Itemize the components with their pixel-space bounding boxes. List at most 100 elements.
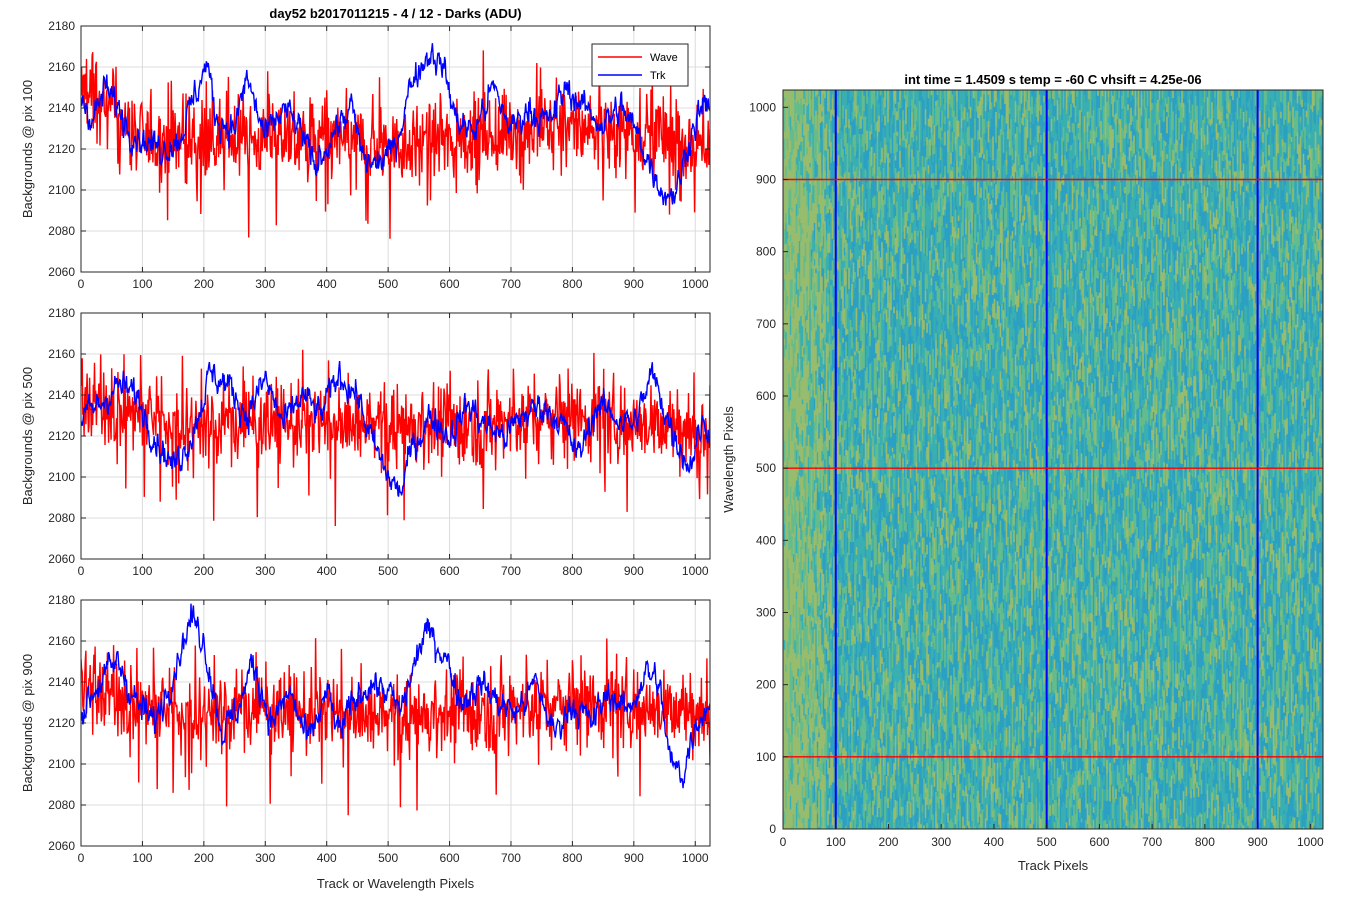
x-tick-label: 1000 bbox=[682, 851, 709, 865]
x-tick-label: 600 bbox=[440, 851, 460, 865]
x-tick-label: 0 bbox=[78, 277, 85, 291]
x-tick-label: 800 bbox=[562, 851, 582, 865]
y-tick-label: 2160 bbox=[48, 634, 75, 648]
y-tick-label: 2060 bbox=[48, 552, 75, 566]
heatmap-panel: 0 100 200 300 400 500 600 700 800 900 1000 0 100 200 3… bbox=[721, 72, 1324, 873]
y-tick-label: 2180 bbox=[48, 306, 75, 320]
y-tick-label: 100 bbox=[756, 750, 776, 764]
x-tick-label: 100 bbox=[132, 851, 152, 865]
y-tick-label: 500 bbox=[756, 461, 776, 475]
x-tick-label: 800 bbox=[562, 277, 582, 291]
x-tick-label: 500 bbox=[378, 277, 398, 291]
y-tick-label: 600 bbox=[756, 389, 776, 403]
x-tick-label: 800 bbox=[562, 564, 582, 578]
x-tick-label: 500 bbox=[378, 851, 398, 865]
x-tick-label: 900 bbox=[624, 851, 644, 865]
y-tick-label: 200 bbox=[756, 678, 776, 692]
y-tick-label: 2080 bbox=[48, 224, 75, 238]
heatmap-title: int time = 1.4509 s temp = -60 C vhsift … bbox=[904, 72, 1201, 87]
x-tick-label: 0 bbox=[78, 564, 85, 578]
legend-label-wave: Wave bbox=[650, 52, 678, 64]
x-tick-label: 0 bbox=[78, 851, 85, 865]
y-tick-label: 2180 bbox=[48, 19, 75, 33]
x-tick-label: 900 bbox=[624, 277, 644, 291]
y-tick-label: 2100 bbox=[48, 470, 75, 484]
x-tick-label: 600 bbox=[440, 277, 460, 291]
x-tick-label: 400 bbox=[317, 564, 337, 578]
x-tick-label: 600 bbox=[1089, 835, 1109, 849]
y-tick-label: 2160 bbox=[48, 347, 75, 361]
y-tick-label: 1000 bbox=[749, 100, 776, 114]
x-tick-label: 500 bbox=[378, 564, 398, 578]
x-tick-label: 700 bbox=[1142, 835, 1162, 849]
y-tick-label: 2060 bbox=[48, 839, 75, 853]
y-tick-label: 2160 bbox=[48, 60, 75, 74]
x-tick-label: 300 bbox=[255, 277, 275, 291]
y-axis-label: Backgrounds @ pix 900 bbox=[20, 654, 35, 792]
y-tick-label: 2100 bbox=[48, 183, 75, 197]
x-tick-label: 1000 bbox=[682, 564, 709, 578]
x-tick-label: 200 bbox=[194, 851, 214, 865]
y-axis-label: Wavelength Pixels bbox=[721, 406, 736, 513]
y-tick-label: 2060 bbox=[48, 265, 75, 279]
x-tick-label: 1000 bbox=[1297, 835, 1324, 849]
line-chart-panel-1: 0 100 200 300 400 500 600 700 800 900 1000 2060 2080… bbox=[20, 6, 711, 291]
y-tick-label: 300 bbox=[756, 605, 776, 619]
heatmap-cells bbox=[783, 90, 1323, 829]
y-tick-label: 800 bbox=[756, 245, 776, 259]
series-line-trk bbox=[81, 603, 710, 789]
x-tick-label: 100 bbox=[132, 564, 152, 578]
x-tick-label: 900 bbox=[1248, 835, 1268, 849]
series-line-trk bbox=[81, 43, 710, 206]
legend-box bbox=[591, 43, 689, 87]
x-tick-label: 400 bbox=[984, 835, 1004, 849]
y-tick-label: 2180 bbox=[48, 593, 75, 607]
line-chart-panel-3: 0 100 200 300 400 500 600 700 800 900 1000 2060 2080… bbox=[20, 593, 711, 891]
x-axis-label: Track or Wavelength Pixels bbox=[317, 876, 475, 891]
x-tick-label: 300 bbox=[931, 835, 951, 849]
legend: Wave Trk bbox=[591, 43, 689, 87]
x-tick-label: 1000 bbox=[682, 277, 709, 291]
x-tick-label: 200 bbox=[194, 564, 214, 578]
x-tick-label: 200 bbox=[194, 277, 214, 291]
y-tick-label: 2140 bbox=[48, 101, 75, 115]
x-tick-label: 700 bbox=[501, 851, 521, 865]
x-tick-label: 600 bbox=[440, 564, 460, 578]
y-tick-label: 2080 bbox=[48, 511, 75, 525]
y-tick-label: 2140 bbox=[48, 388, 75, 402]
y-axis-label: Backgrounds @ pix 500 bbox=[20, 367, 35, 505]
heatmap-cells bbox=[783, 90, 1323, 829]
x-tick-label: 400 bbox=[317, 851, 337, 865]
y-tick-label: 2100 bbox=[48, 757, 75, 771]
series-line-wave bbox=[81, 349, 710, 527]
x-tick-label: 300 bbox=[255, 851, 275, 865]
x-tick-label: 300 bbox=[255, 564, 275, 578]
y-tick-label: 2080 bbox=[48, 798, 75, 812]
y-tick-label: 700 bbox=[756, 317, 776, 331]
y-axis-label: Backgrounds @ pix 100 bbox=[20, 80, 35, 218]
chart-title: day52 b2017011215 - 4 / 12 - Darks (ADU) bbox=[269, 6, 521, 21]
line-chart-panel-2: 0 100 200 300 400 500 600 700 800 900 1000 2060 2080… bbox=[20, 306, 711, 578]
x-tick-label: 700 bbox=[501, 564, 521, 578]
x-tick-label: 700 bbox=[501, 277, 521, 291]
y-tick-label: 0 bbox=[769, 822, 776, 836]
x-tick-label: 800 bbox=[1195, 835, 1215, 849]
x-tick-label: 200 bbox=[878, 835, 898, 849]
axes-box bbox=[782, 89, 1324, 830]
y-tick-label: 900 bbox=[756, 172, 776, 186]
x-axis-label: Track Pixels bbox=[1018, 858, 1089, 873]
y-tick-label: 2120 bbox=[48, 142, 75, 156]
x-tick-label: 100 bbox=[132, 277, 152, 291]
series-line-trk bbox=[81, 361, 710, 497]
y-tick-label: 2120 bbox=[48, 429, 75, 443]
heatmap-texture bbox=[783, 90, 1323, 829]
x-tick-label: 900 bbox=[624, 564, 644, 578]
x-tick-label: 100 bbox=[826, 835, 846, 849]
x-tick-label: 400 bbox=[317, 277, 337, 291]
y-tick-label: 2120 bbox=[48, 716, 75, 730]
y-tick-label: 2140 bbox=[48, 675, 75, 689]
legend-label-trk: Trk bbox=[650, 70, 666, 82]
x-tick-label: 500 bbox=[1037, 835, 1057, 849]
